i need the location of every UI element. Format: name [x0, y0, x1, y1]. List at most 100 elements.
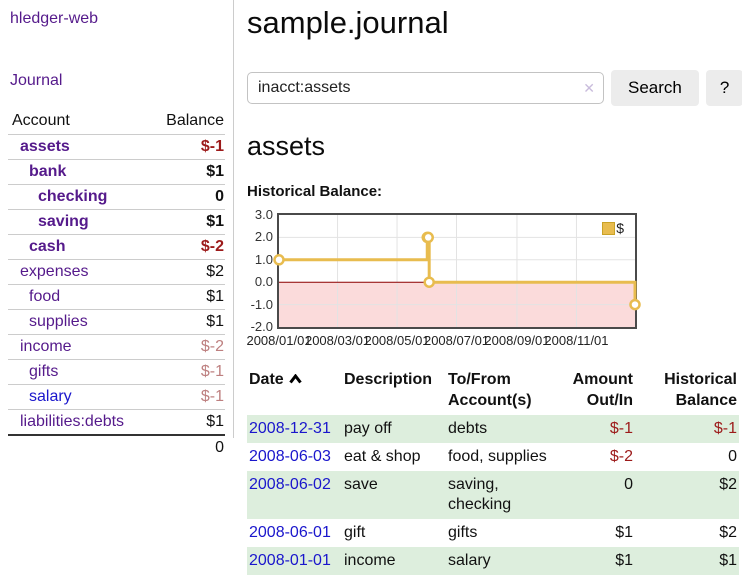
transaction-amount: $-2 [609, 448, 633, 465]
transaction-description: eat & shop [344, 448, 421, 465]
chart-x-axis: 2008/01/01 2008/03/01 2008/05/01 2008/07/01… [246, 329, 742, 349]
transaction-date-link[interactable]: 2008-06-03 [249, 448, 331, 465]
sidebar-account-link[interactable]: bank [29, 163, 67, 180]
account-balance: $1 [158, 159, 225, 185]
register-header-description: Description [344, 371, 433, 388]
register-header-date[interactable]: Date [247, 367, 344, 415]
account-balance: $1 [158, 309, 225, 335]
account-row: checking 0 [8, 184, 225, 210]
x-axis-tick-label: 2008/09/01 [484, 333, 550, 348]
x-axis-tick-label: 2008/05/01 [364, 333, 430, 348]
sidebar-account-link[interactable]: expenses [20, 263, 89, 280]
transaction-amount: $1 [615, 524, 633, 541]
transaction-description: save [344, 476, 378, 493]
account-row: cash $-2 [8, 234, 225, 260]
account-balance: $-1 [158, 134, 225, 160]
sidebar-account-link[interactable]: liabilities:debts [20, 413, 125, 430]
app-title-link[interactable]: hledger-web [10, 10, 99, 27]
sidebar-account-link[interactable]: food [29, 288, 61, 305]
table-row: 2008-01-01 income salary $1 $1 [247, 547, 739, 575]
sidebar-account-link[interactable]: saving [38, 213, 89, 230]
account-balance: $1 [158, 209, 225, 235]
accounts-header-balance: Balance [158, 110, 225, 135]
y-axis-tick-label: 1.0 [254, 251, 273, 267]
accounts-total-row: 0 [8, 434, 225, 460]
chart-legend: $ [602, 220, 624, 236]
transaction-date-link[interactable]: 2008-12-31 [249, 420, 331, 437]
register-header-row: Date Description To/From Account(s) Amou… [247, 367, 739, 415]
y-axis-tick-label: -2.0 [250, 319, 273, 334]
historical-balance-chart: 3.0 2.0 1.0 0.0 -1.0 -2.0 $ 2008/01/01 2008/03… [246, 208, 742, 349]
account-row: income $-2 [8, 334, 225, 360]
account-row: liabilities:debts $1 [8, 410, 225, 436]
sidebar: hledger-web Journal Account Balance asse… [0, 0, 233, 460]
y-axis-tick-label: 2.0 [254, 229, 273, 245]
sidebar-item-journal[interactable]: Journal [10, 72, 63, 89]
accounts-total-value: 0 [158, 434, 225, 460]
transaction-date-link[interactable]: 2008-06-02 [249, 476, 331, 493]
transaction-balance: $2 [719, 524, 737, 541]
y-axis-tick-label: 0.0 [254, 274, 273, 290]
table-row: 2008-06-03 eat & shop food, supplies $-2… [247, 443, 739, 471]
account-row: bank $1 [8, 159, 225, 185]
account-balance: $1 [158, 284, 225, 310]
account-heading: assets [247, 131, 326, 161]
transaction-description: gift [344, 524, 366, 541]
table-row: 2008-06-02 save saving, checking 0 $2 [247, 471, 739, 519]
transaction-accounts: debts [448, 420, 488, 437]
account-balance: $2 [158, 259, 225, 285]
main-content: sample.journal ✕ Search ? assets Histori… [246, 0, 742, 575]
transaction-accounts: salary [448, 552, 491, 569]
transaction-description: income [344, 552, 396, 569]
transaction-description: pay off [344, 420, 392, 437]
transaction-date-link[interactable]: 2008-01-01 [249, 552, 331, 569]
clear-search-icon[interactable]: ✕ [583, 80, 595, 96]
account-row: expenses $2 [8, 259, 225, 285]
sidebar-account-link[interactable]: income [20, 338, 72, 355]
x-axis-tick-label: 2008/01/01 [246, 333, 312, 348]
accounts-total-spacer [8, 434, 158, 460]
transaction-accounts: food, supplies [448, 448, 547, 465]
transaction-amount: $-1 [609, 420, 633, 437]
help-button[interactable]: ? [705, 70, 742, 106]
account-balance: $-2 [158, 234, 225, 260]
account-balance: $1 [206, 413, 224, 430]
transaction-date-link[interactable]: 2008-06-01 [249, 524, 331, 541]
register-header-amount: Amount Out/In [572, 371, 633, 409]
sidebar-account-link[interactable]: cash [29, 238, 66, 255]
sidebar-account-link[interactable]: supplies [29, 313, 88, 330]
x-axis-tick-label: 2008/03/01 [304, 333, 371, 348]
accounts-header-account: Account [8, 110, 158, 135]
accounts-header-row: Account Balance [8, 110, 225, 135]
sidebar-account-link[interactable]: salary [29, 388, 72, 405]
register-header-accounts: To/From Account(s) [448, 371, 532, 409]
transaction-amount: 0 [624, 476, 633, 493]
y-axis-tick-label: -1.0 [250, 296, 273, 312]
sidebar-divider [233, 0, 234, 438]
account-row: assets $-1 [8, 134, 225, 160]
sidebar-account-link[interactable]: checking [38, 188, 108, 205]
sidebar-account-link[interactable]: gifts [29, 363, 59, 380]
account-balance: $-1 [158, 384, 225, 410]
legend-swatch-icon [602, 221, 616, 235]
x-axis-tick-label: 2008/11/01 [544, 333, 609, 348]
chart-canvas [273, 215, 641, 327]
account-balance: $-2 [158, 334, 225, 360]
chart-title: Historical Balance: [247, 183, 383, 200]
register-header-balance: Historical Balance [664, 371, 737, 409]
search-button[interactable]: Search [611, 70, 699, 106]
transaction-balance: $-1 [713, 420, 737, 437]
x-axis-tick-label: 2008/07/01 [423, 333, 490, 348]
legend-label: $ [616, 220, 624, 236]
account-row: salary $-1 [8, 384, 225, 410]
table-row: 2008-06-01 gift gifts $1 $2 [247, 519, 739, 547]
transaction-balance: 0 [728, 448, 737, 465]
search-form: ✕ Search ? [247, 70, 742, 106]
account-row: saving $1 [8, 209, 225, 235]
chart-plot-area: $ [273, 213, 641, 329]
transaction-balance: $2 [719, 476, 737, 493]
table-row: 2008-12-31 pay off debts $-1 $-1 [247, 415, 739, 443]
search-input[interactable] [247, 72, 604, 104]
account-balance: 0 [158, 184, 225, 210]
sidebar-account-link[interactable]: assets [20, 138, 70, 155]
